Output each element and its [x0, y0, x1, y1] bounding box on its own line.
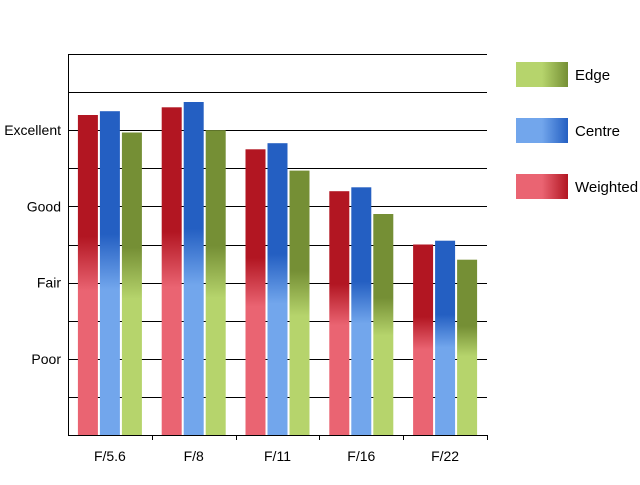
legend-label-edge: Edge: [575, 67, 610, 84]
bar-weighted-f-11: [245, 149, 266, 436]
y-tick-label-poor: Poor: [31, 351, 61, 367]
x-tick-label-f-16: F/16: [347, 448, 375, 464]
legend: Edge Centre Weighted: [516, 62, 638, 199]
legend-swatch-edge: [516, 62, 568, 87]
y-tick-label-fair: Fair: [37, 275, 61, 291]
x-tick-label-f-8: F/8: [184, 448, 204, 464]
bar-edge-f-8: [205, 130, 226, 435]
bar-centre-f-11: [267, 143, 288, 435]
bar-edge-f-11: [289, 170, 310, 435]
legend-swatch-centre: [516, 118, 568, 143]
bar-weighted-f-5-6: [77, 115, 98, 435]
x-tick-label-f-11: F/11: [264, 448, 291, 464]
bar-centre-f-16: [351, 187, 372, 435]
bar-weighted-f-16: [329, 191, 350, 435]
legend-label-centre: Centre: [575, 123, 620, 140]
legend-swatch-weighted: [516, 174, 568, 199]
x-tick-label-f-5-6: F/5.6: [94, 448, 126, 464]
bar-weighted-f-22: [413, 244, 434, 435]
legend-label-weighted: Weighted: [575, 179, 638, 196]
axes: [68, 54, 488, 440]
bars: [77, 102, 478, 436]
bar-centre-f-5-6: [99, 111, 120, 435]
y-tick-label-excellent: Excellent: [4, 122, 61, 138]
bar-edge-f-22: [457, 259, 478, 435]
bar-weighted-f-8: [161, 107, 182, 436]
x-tick-label-f-22: F/22: [431, 448, 459, 464]
x-tick-labels: F/5.6 F/8 F/11 F/16 F/22: [94, 448, 459, 464]
bar-edge-f-5-6: [121, 132, 142, 435]
y-tick-labels: Poor Fair Good Excellent: [4, 122, 61, 367]
bar-edge-f-16: [373, 214, 394, 435]
bar-centre-f-22: [435, 240, 456, 435]
y-tick-label-good: Good: [27, 198, 61, 214]
bar-centre-f-8: [183, 102, 204, 435]
